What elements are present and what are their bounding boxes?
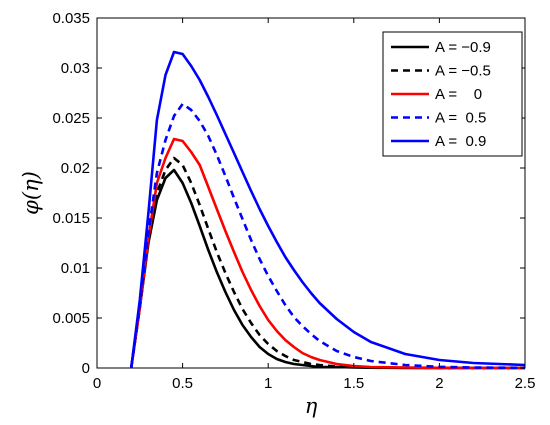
x-tick-label: 2.5 <box>515 375 536 392</box>
x-tick-label: 2 <box>435 375 443 392</box>
series-line-3 <box>129 137 526 370</box>
x-tick-label: 1 <box>264 375 272 392</box>
y-tick-label: 0.02 <box>61 160 90 177</box>
legend-label: A = 0.5 <box>435 110 486 127</box>
y-tick-label: 0.015 <box>52 210 90 227</box>
x-tick-label: 0.5 <box>172 375 193 392</box>
y-tick-label: 0.01 <box>61 260 90 277</box>
y-tick-label: 0.03 <box>61 60 90 77</box>
series-line-4 <box>129 102 526 370</box>
series-layer <box>129 50 526 370</box>
tick-layer: 0 0.5 1 1.5 2 2.5 0 0.005 0.01 0.015 0.02 0.025 0.03… <box>52 10 535 392</box>
legend: A = −0.9 A = −0.5 A = 0 A = 0.5 A = 0.9 <box>382 31 523 157</box>
legend-label: A = 0 <box>435 86 482 103</box>
y-tick-label: 0 <box>82 360 90 377</box>
y-tick-label: 0.005 <box>52 310 90 327</box>
legend-label: A = −0.9 <box>435 39 491 56</box>
y-tick-label: 0.025 <box>52 110 90 127</box>
y-axis-title: φ(η) <box>19 171 43 215</box>
x-tick-label: 0 <box>93 375 101 392</box>
legend-label: A = −0.5 <box>435 63 491 80</box>
legend-label: A = 0.9 <box>435 133 486 150</box>
x-axis-title: η <box>305 394 318 418</box>
series-line-5 <box>129 50 526 369</box>
y-tick-label: 0.035 <box>52 10 90 27</box>
x-tick-label: 1.5 <box>343 375 364 392</box>
